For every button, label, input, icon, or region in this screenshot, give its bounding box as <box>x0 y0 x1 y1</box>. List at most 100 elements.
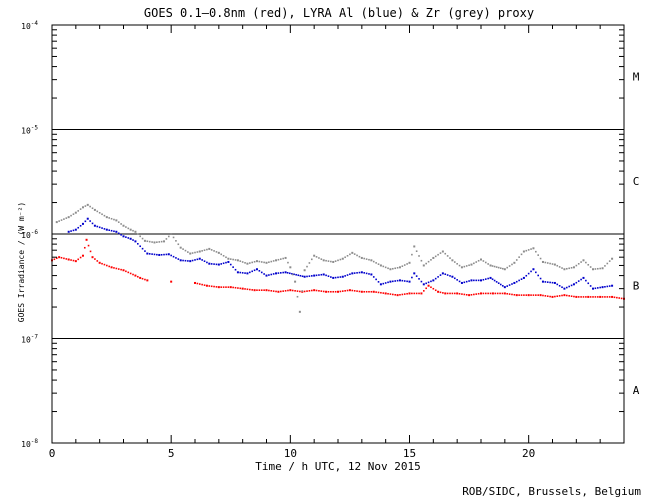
data-point <box>387 292 389 295</box>
data-point <box>263 273 265 275</box>
data-point <box>372 290 375 293</box>
y-tick-label: 10-5 <box>21 125 38 136</box>
data-point <box>217 251 220 254</box>
data-point <box>551 295 554 298</box>
data-point <box>105 228 108 231</box>
data-point <box>115 219 118 222</box>
data-point <box>106 264 108 267</box>
data-point <box>363 257 366 260</box>
data-point <box>601 267 604 270</box>
data-point <box>322 290 325 293</box>
data-point <box>255 268 258 271</box>
data-point <box>451 275 454 278</box>
data-point <box>284 256 287 259</box>
data-point <box>74 211 77 214</box>
data-point <box>568 267 570 270</box>
data-point <box>156 241 158 243</box>
data-point <box>322 259 325 262</box>
data-point <box>239 287 242 290</box>
data-point <box>141 277 144 280</box>
data-point <box>320 273 323 276</box>
data-point <box>418 278 420 280</box>
data-point <box>503 292 506 295</box>
data-point <box>160 240 163 243</box>
data-point <box>236 271 239 274</box>
data-point <box>139 245 141 248</box>
data-point <box>522 276 525 279</box>
data-point <box>575 264 578 267</box>
data-point <box>520 253 523 256</box>
data-point <box>563 294 566 297</box>
data-point <box>289 266 292 269</box>
data-point <box>413 245 416 248</box>
data-point <box>222 262 225 265</box>
data-point <box>187 251 189 253</box>
data-point <box>272 273 275 275</box>
data-point <box>495 281 498 283</box>
data-point <box>74 260 77 263</box>
data-point <box>503 268 506 271</box>
data-point <box>618 297 621 299</box>
data-point <box>83 246 86 249</box>
data-point <box>491 292 494 295</box>
data-point <box>458 292 461 295</box>
data-point <box>525 274 528 277</box>
y-tick-label: 10-4 <box>21 20 38 31</box>
data-point <box>72 229 75 232</box>
data-point <box>334 290 337 293</box>
data-point <box>563 268 566 271</box>
x-tick-label: 5 <box>168 447 175 460</box>
data-point <box>268 289 270 292</box>
data-point <box>203 249 206 252</box>
data-point <box>530 294 532 296</box>
data-point <box>239 260 242 262</box>
data-point <box>284 271 287 274</box>
data-point <box>332 260 335 263</box>
data-point <box>375 291 377 293</box>
data-point <box>432 256 435 259</box>
data-point <box>203 260 206 262</box>
y-axis: 10-8 10-7 10-6 10-5 10-4 <box>21 20 624 449</box>
data-point <box>313 274 316 277</box>
data-point <box>456 263 458 265</box>
data-point <box>337 276 339 279</box>
data-point <box>427 260 430 263</box>
data-point <box>434 255 437 258</box>
data-point <box>368 273 370 275</box>
data-point <box>67 230 70 233</box>
data-point <box>58 220 60 222</box>
data-point <box>430 286 432 289</box>
data-point <box>153 253 156 256</box>
data-point <box>165 238 168 240</box>
data-point <box>129 228 132 231</box>
data-point <box>306 265 308 268</box>
data-point <box>241 287 244 290</box>
data-point <box>206 248 208 251</box>
data-point <box>406 280 408 283</box>
data-point <box>575 295 578 298</box>
data-point <box>437 253 439 256</box>
data-point <box>535 294 537 296</box>
data-point <box>246 288 249 291</box>
data-point <box>287 289 289 292</box>
data-point <box>132 229 134 232</box>
data-point <box>70 259 72 261</box>
data-point <box>360 256 363 259</box>
data-point <box>392 280 394 283</box>
data-point <box>372 260 375 263</box>
data-point <box>480 258 482 261</box>
data-point <box>570 284 573 287</box>
data-point <box>194 259 196 261</box>
data-point <box>587 263 590 266</box>
data-point <box>172 255 175 258</box>
data-point <box>420 259 423 262</box>
data-point <box>234 268 237 271</box>
data-point <box>113 230 115 233</box>
data-point <box>144 250 146 252</box>
data-point <box>458 280 461 283</box>
data-point <box>434 277 437 280</box>
data-point <box>503 286 506 289</box>
data-point <box>198 283 201 285</box>
data-point <box>358 255 361 258</box>
data-point <box>522 250 525 253</box>
